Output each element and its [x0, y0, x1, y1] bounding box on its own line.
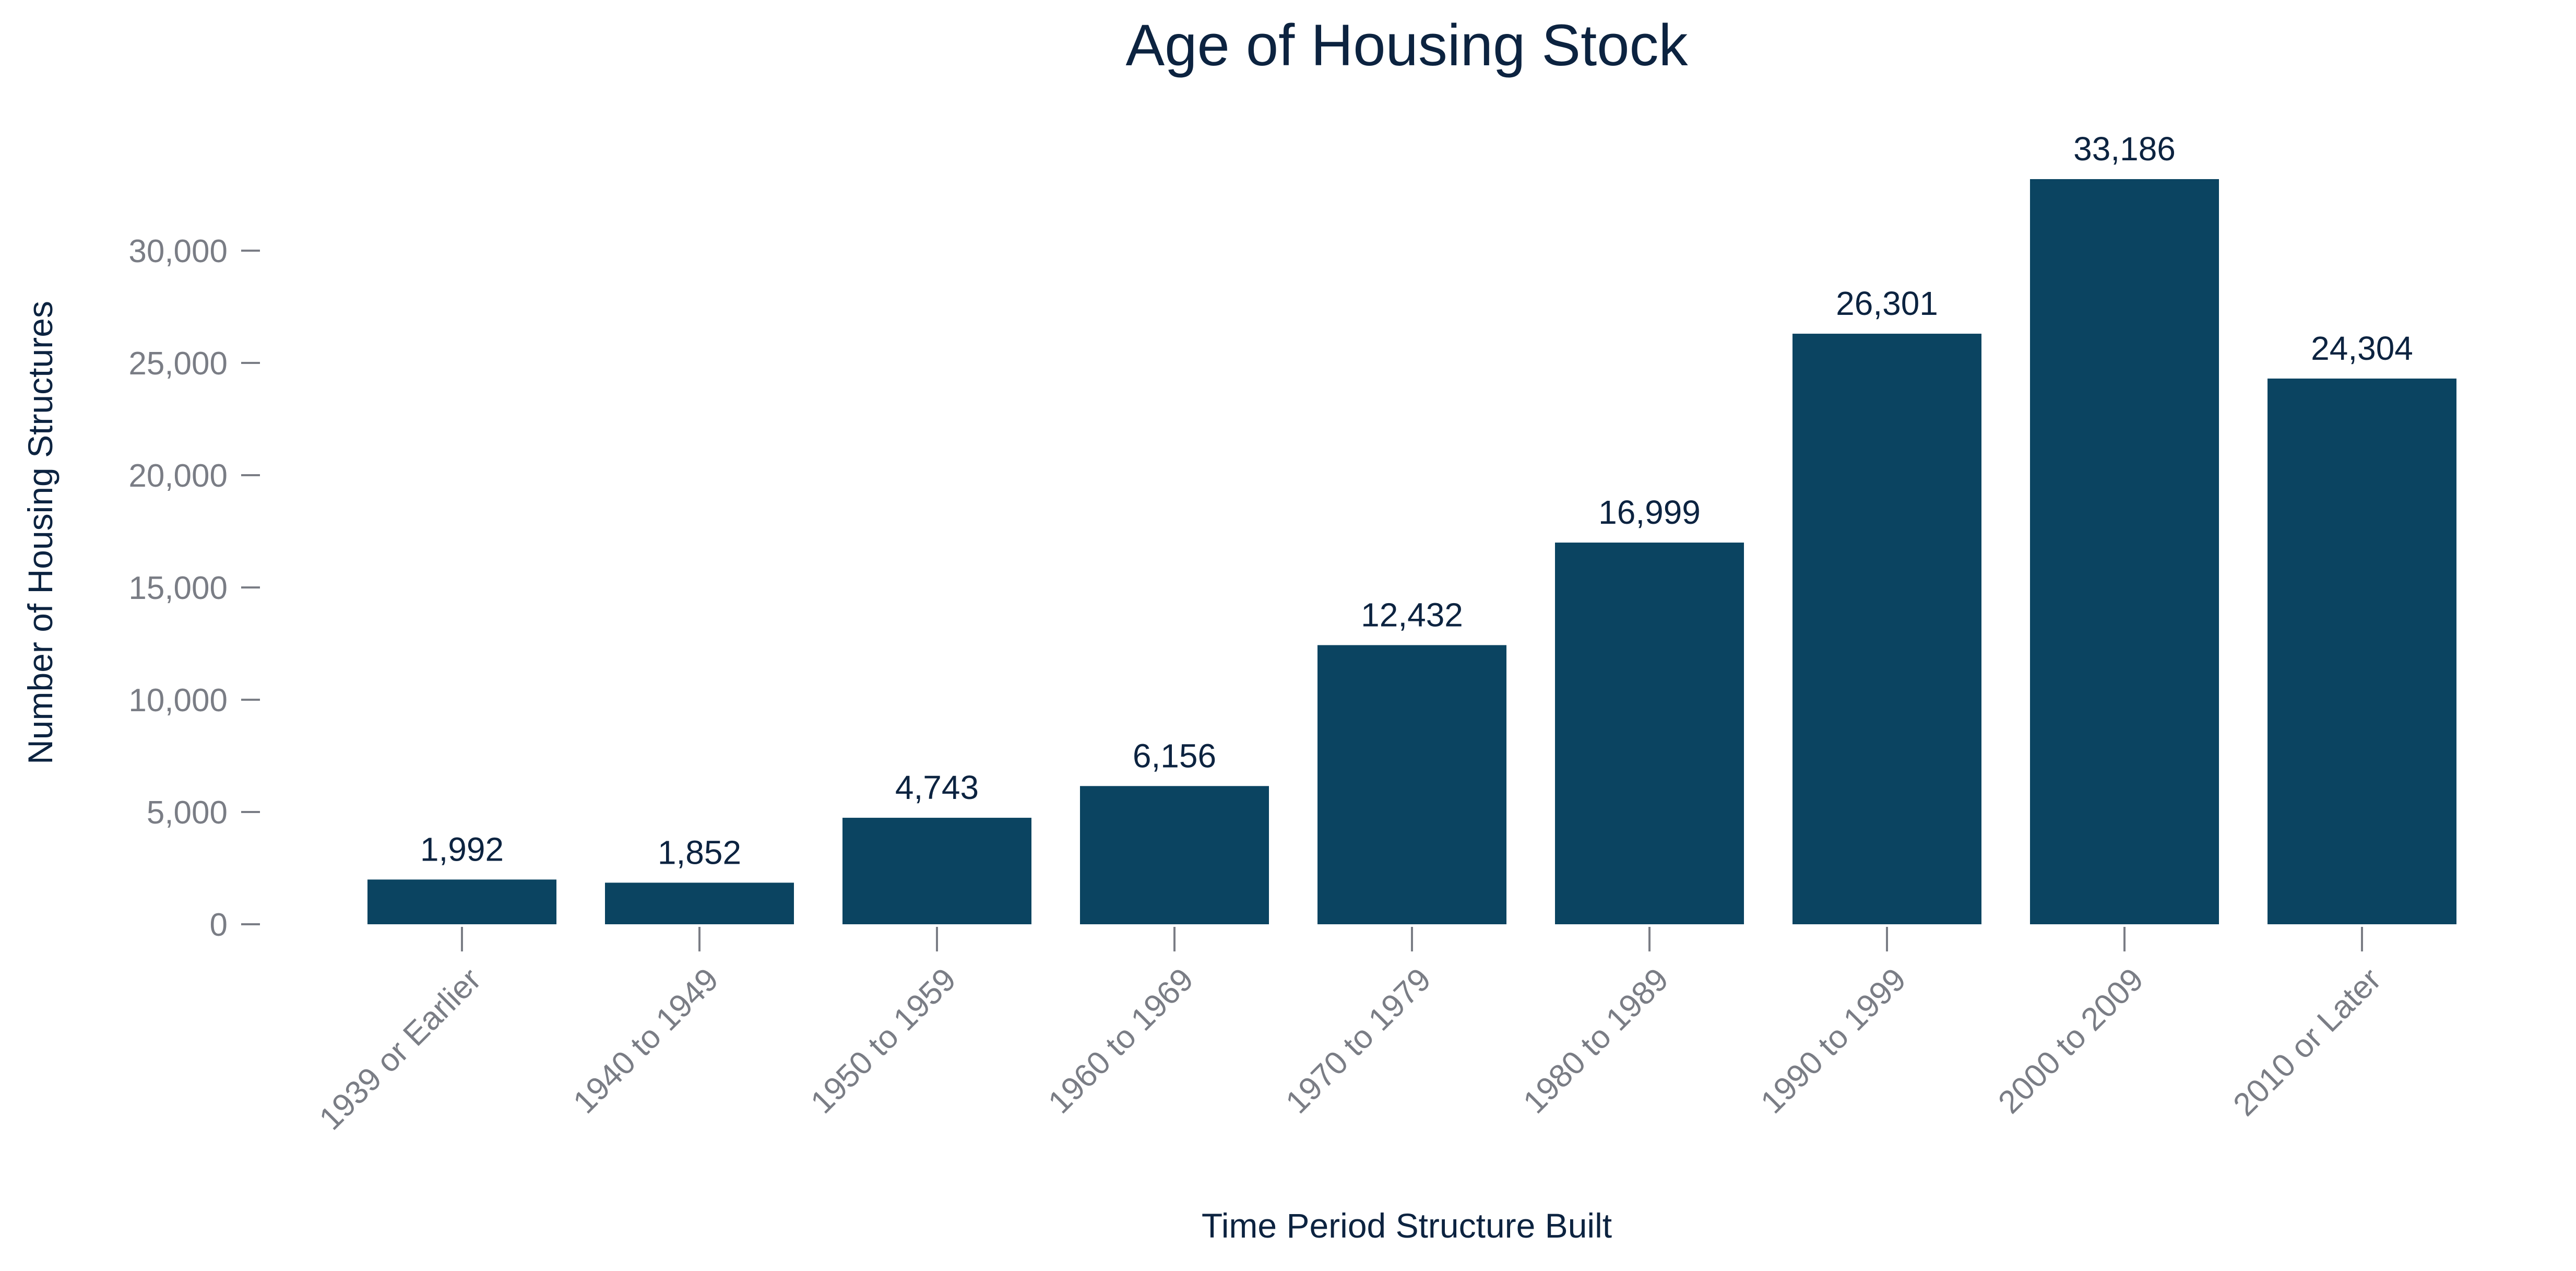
y-tick-label: 15,000 [128, 570, 228, 606]
bar [2268, 378, 2456, 924]
bar [605, 882, 794, 924]
bar-value-label: 26,301 [1836, 285, 1938, 322]
x-tick-label: 1970 to 1979 [1279, 961, 1438, 1121]
y-tick-label: 30,000 [128, 233, 228, 269]
y-axis-title: Number of Housing Structures [21, 301, 60, 764]
x-axis: 1939 or Earlier 1940 to 1949 1950 to 1959 1… [313, 927, 2388, 1137]
x-tick-label: 1939 or Earlier [313, 961, 488, 1137]
x-tick-label: 1950 to 1959 [804, 961, 963, 1121]
bar [2030, 179, 2219, 925]
bar [1317, 645, 1506, 924]
bar [842, 818, 1031, 924]
x-tick-label: 1990 to 1999 [1754, 961, 1913, 1121]
bar [1555, 543, 1744, 924]
bar-value-label: 6,156 [1133, 737, 1216, 774]
x-axis-title: Time Period Structure Built [1202, 1206, 1612, 1245]
bar [1792, 334, 1981, 924]
y-tick-label: 25,000 [128, 346, 228, 382]
y-tick-label: 10,000 [128, 682, 228, 719]
x-tick-label: 1980 to 1989 [1516, 961, 1676, 1121]
x-tick-label: 2010 or Later [2226, 961, 2388, 1123]
y-tick-label: 5,000 [147, 795, 228, 831]
bar-value-label: 12,432 [1361, 596, 1463, 633]
bar [367, 879, 556, 924]
data-labels: 1,992 1,852 4,743 6,156 12,432 16,999 26,301 33… [420, 130, 2413, 871]
x-tick-label: 1960 to 1969 [1041, 961, 1201, 1121]
bars [367, 179, 2456, 925]
bar-value-label: 16,999 [1598, 493, 1701, 531]
bar-value-label: 24,304 [2311, 329, 2413, 367]
bar-value-label: 4,743 [895, 769, 979, 806]
bar-value-label: 1,992 [420, 830, 504, 868]
bar-value-label: 33,186 [2073, 130, 2176, 168]
x-tick-label: 1940 to 1949 [566, 961, 726, 1121]
chart-title: Age of Housing Stock [1125, 13, 1688, 78]
y-axis: 0 5,000 10,000 15,000 20,000 25,000 30,000 [128, 233, 260, 943]
y-tick-label: 0 [210, 907, 228, 943]
x-tick-label: 2000 to 2009 [1991, 961, 2151, 1121]
bar-value-label: 1,852 [658, 833, 741, 871]
bar [1080, 786, 1269, 924]
y-tick-label: 20,000 [128, 458, 228, 494]
